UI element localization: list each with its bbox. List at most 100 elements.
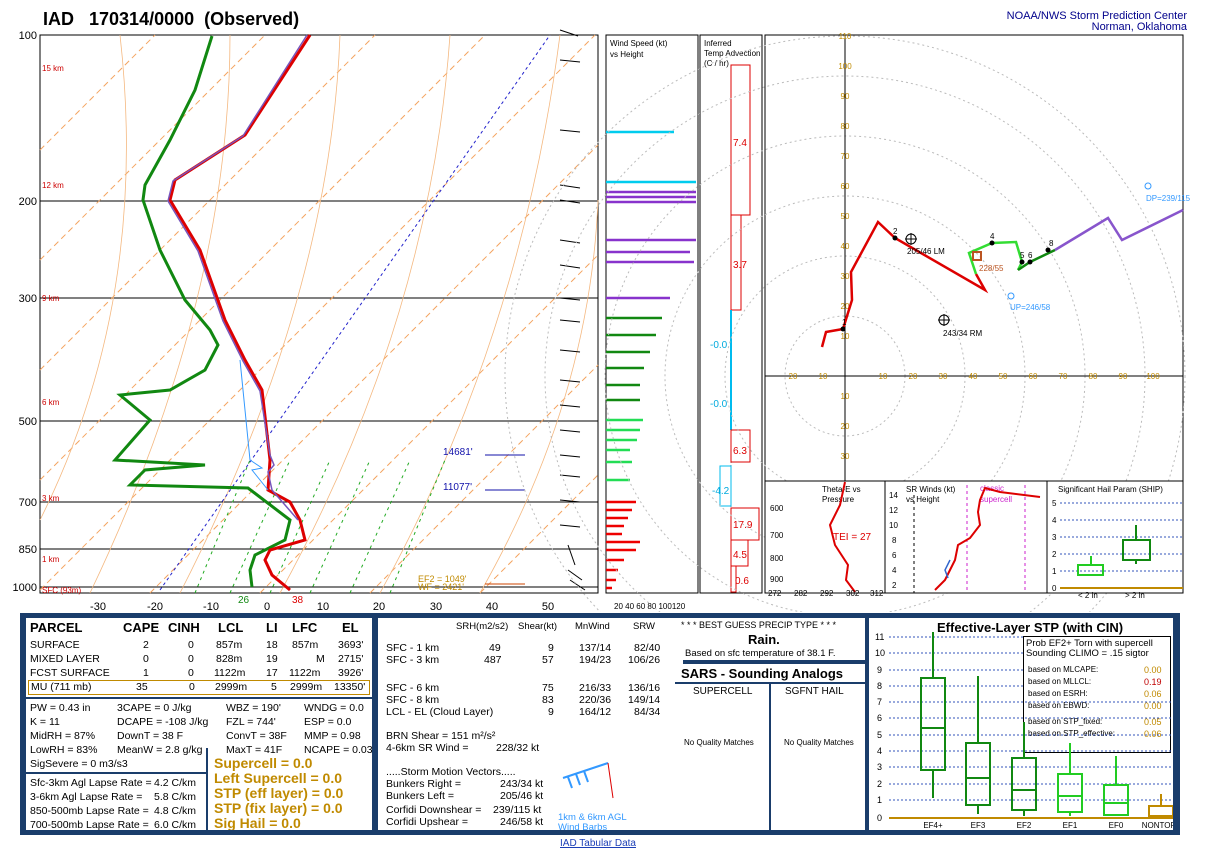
- storm-label: 228/55: [979, 264, 1004, 273]
- temp-adv-title-2: Temp Advection: [704, 49, 760, 58]
- svg-text:10: 10: [879, 372, 888, 381]
- svg-text:EF3: EF3: [971, 821, 986, 830]
- svg-text:9: 9: [877, 665, 882, 675]
- box-ef3: [965, 676, 991, 814]
- svg-text:NONTOR: NONTOR: [1142, 821, 1173, 830]
- wetbulb-reference-line: [159, 34, 551, 591]
- svg-text:10: 10: [841, 392, 850, 401]
- box-nontor: [1148, 794, 1173, 817]
- svg-text:4: 4: [990, 232, 995, 241]
- ship-title: Significant Hail Param (SHIP): [1058, 485, 1163, 494]
- temp-adv-title-3: (C / hr): [704, 59, 729, 68]
- svg-text:4: 4: [892, 566, 897, 575]
- sr-winds-panel: SR Winds (kt) vs Height classic supercel…: [884, 480, 1048, 594]
- svg-text:6: 6: [877, 713, 882, 723]
- p-label-850: 850: [19, 544, 37, 556]
- svg-text:282: 282: [794, 589, 808, 598]
- svg-text:4: 4: [877, 746, 882, 756]
- credit-line-2: Norman, Oklahoma: [1091, 21, 1187, 33]
- bunkers-right-label: Bunkers Right =: [386, 778, 461, 790]
- kh-srh: SRH(m2/s2): [456, 621, 509, 632]
- stp-prob-box: Prob EF2+ Torn with supercell Sounding C…: [1023, 636, 1171, 753]
- svg-text:302: 302: [846, 589, 860, 598]
- wind-speed-panel: Wind Speed (kt) vs Height 20 40 60 80 10…: [605, 34, 699, 611]
- th-lfc: LFC: [292, 620, 318, 635]
- corfidi-down-label: Corfidi Downshear =: [386, 804, 482, 816]
- wind-barbs: [559, 29, 586, 591]
- p-label-1000: 1000: [13, 582, 37, 594]
- t-label-40: 40: [486, 601, 498, 612]
- bunkers-left-label: Bunkers Left =: [386, 790, 454, 802]
- h-label-sfc: SFC (93m): [42, 586, 81, 595]
- skewt-diagram: 14681' 11077' EF2 = 1049' WF = 2421' 38 …: [13, 29, 599, 612]
- theta-x-labels: 272 282 292 302 312: [768, 589, 884, 598]
- svg-text:1: 1: [842, 318, 847, 327]
- svg-text:40: 40: [841, 242, 850, 251]
- temperature-axis: -30 -20 -10 0 10 20 30 40 50: [90, 601, 554, 612]
- wind-speed-axis: 20 40 60 80 100120: [614, 602, 686, 611]
- box-ef2: [1011, 722, 1037, 816]
- svg-text:1: 1: [877, 795, 882, 805]
- dry-adiabats: [39, 34, 599, 594]
- stp-gridlines: [889, 636, 1173, 801]
- svg-text:6: 6: [892, 551, 897, 560]
- stp-boxes: [920, 632, 1173, 817]
- brn-shear: BRN Shear = 151 m²/s²: [386, 730, 496, 742]
- svg-text:900: 900: [770, 575, 784, 584]
- hodo-km-points: [840, 235, 1051, 332]
- svg-text:10: 10: [819, 372, 828, 381]
- svg-text:10: 10: [841, 332, 850, 341]
- p-label-300: 300: [19, 293, 37, 305]
- hodograph: 10 20 30 40 50 60 70 80 90 100 110 20 10…: [504, 32, 1191, 612]
- box-ef4: [920, 632, 946, 798]
- ship-lt-label: < 2 in: [1078, 591, 1098, 600]
- sr-wind-trace: [934, 486, 1041, 591]
- wetbulb-trace: [239, 359, 269, 491]
- downshear-marker: [1144, 182, 1152, 190]
- h-label-15km: 15 km: [42, 64, 64, 73]
- virtual-temperature-trace: [167, 34, 308, 521]
- theta-title-2: Pressure: [822, 495, 855, 504]
- tabular-data-link[interactable]: IAD Tabular Data: [560, 838, 636, 849]
- svg-text:11: 11: [875, 632, 884, 642]
- ship-gt-label: > 2 in: [1125, 591, 1145, 600]
- adv-bar-4: [719, 465, 732, 507]
- precip-title: * * * BEST GUESS PRECIP TYPE * * *: [681, 620, 837, 630]
- sr-classic: classic: [980, 484, 1004, 493]
- height-axis: 15 km 12 km 9 km 6 km 3 km 1 km SFC (93m…: [42, 64, 81, 595]
- barbs-label-2: Wind Barbs: [558, 822, 608, 830]
- stp-box: Effective-Layer STP (with CIN) Prob EF2+…: [869, 618, 1173, 830]
- adv-val-6: -4.2: [712, 486, 730, 497]
- temp-adv-values: 7.4 3.7 -0.0 -0.0 6.3 -4.2 17.9 4.5 0.6: [710, 138, 753, 587]
- sounding-graphics: 14681' 11077' EF2 = 1049' WF = 2421' 38 …: [13, 29, 1191, 612]
- svg-text:0: 0: [877, 813, 882, 823]
- svg-text:2: 2: [892, 581, 897, 590]
- sr46-label: 4-6km SR Wind =: [386, 742, 469, 754]
- adv-val-4: -0.0: [710, 399, 728, 410]
- adv-val-3: -0.0: [710, 340, 728, 351]
- corfidi-up-label: Corfidi Upshear =: [386, 816, 468, 828]
- ship-y-labels: 5 4 3 2 1 0: [1052, 499, 1057, 593]
- hodograph-y-labels: 10 20 30 40 50 60 70 80 90 100 110: [838, 32, 852, 341]
- theta-title-1: Theta-E vs: [822, 485, 861, 494]
- svg-text:20: 20: [909, 372, 918, 381]
- svg-text:312: 312: [870, 589, 884, 598]
- wind-speed-title-2: vs Height: [610, 50, 644, 59]
- pressure-axis: 100 200 300 500 700 850 1000: [13, 30, 37, 594]
- p-label-700: 700: [19, 497, 37, 509]
- p-label-200: 200: [19, 196, 37, 208]
- svg-text:70: 70: [841, 152, 850, 161]
- precip-box: * * * BEST GUESS PRECIP TYPE * * * Rain.…: [675, 618, 865, 660]
- svg-text:7: 7: [877, 697, 882, 707]
- t-label-50: 50: [542, 601, 554, 612]
- svg-text:90: 90: [841, 92, 850, 101]
- up-label: UP=246/58: [1010, 303, 1051, 312]
- isotherms: [39, 34, 599, 594]
- rm-label: 243/34 RM: [943, 329, 982, 338]
- thermo-box: PARCEL CAPE CINH LCL LI LFC EL SURFACE 2…: [26, 618, 372, 830]
- lm-label: 205/46 LM: [907, 247, 945, 256]
- h-label-6km: 6 km: [42, 398, 60, 407]
- h-label-3km: 3 km: [42, 494, 60, 503]
- svg-text:3: 3: [877, 762, 882, 772]
- hodograph-lower-labels: 10 20 30: [841, 392, 850, 461]
